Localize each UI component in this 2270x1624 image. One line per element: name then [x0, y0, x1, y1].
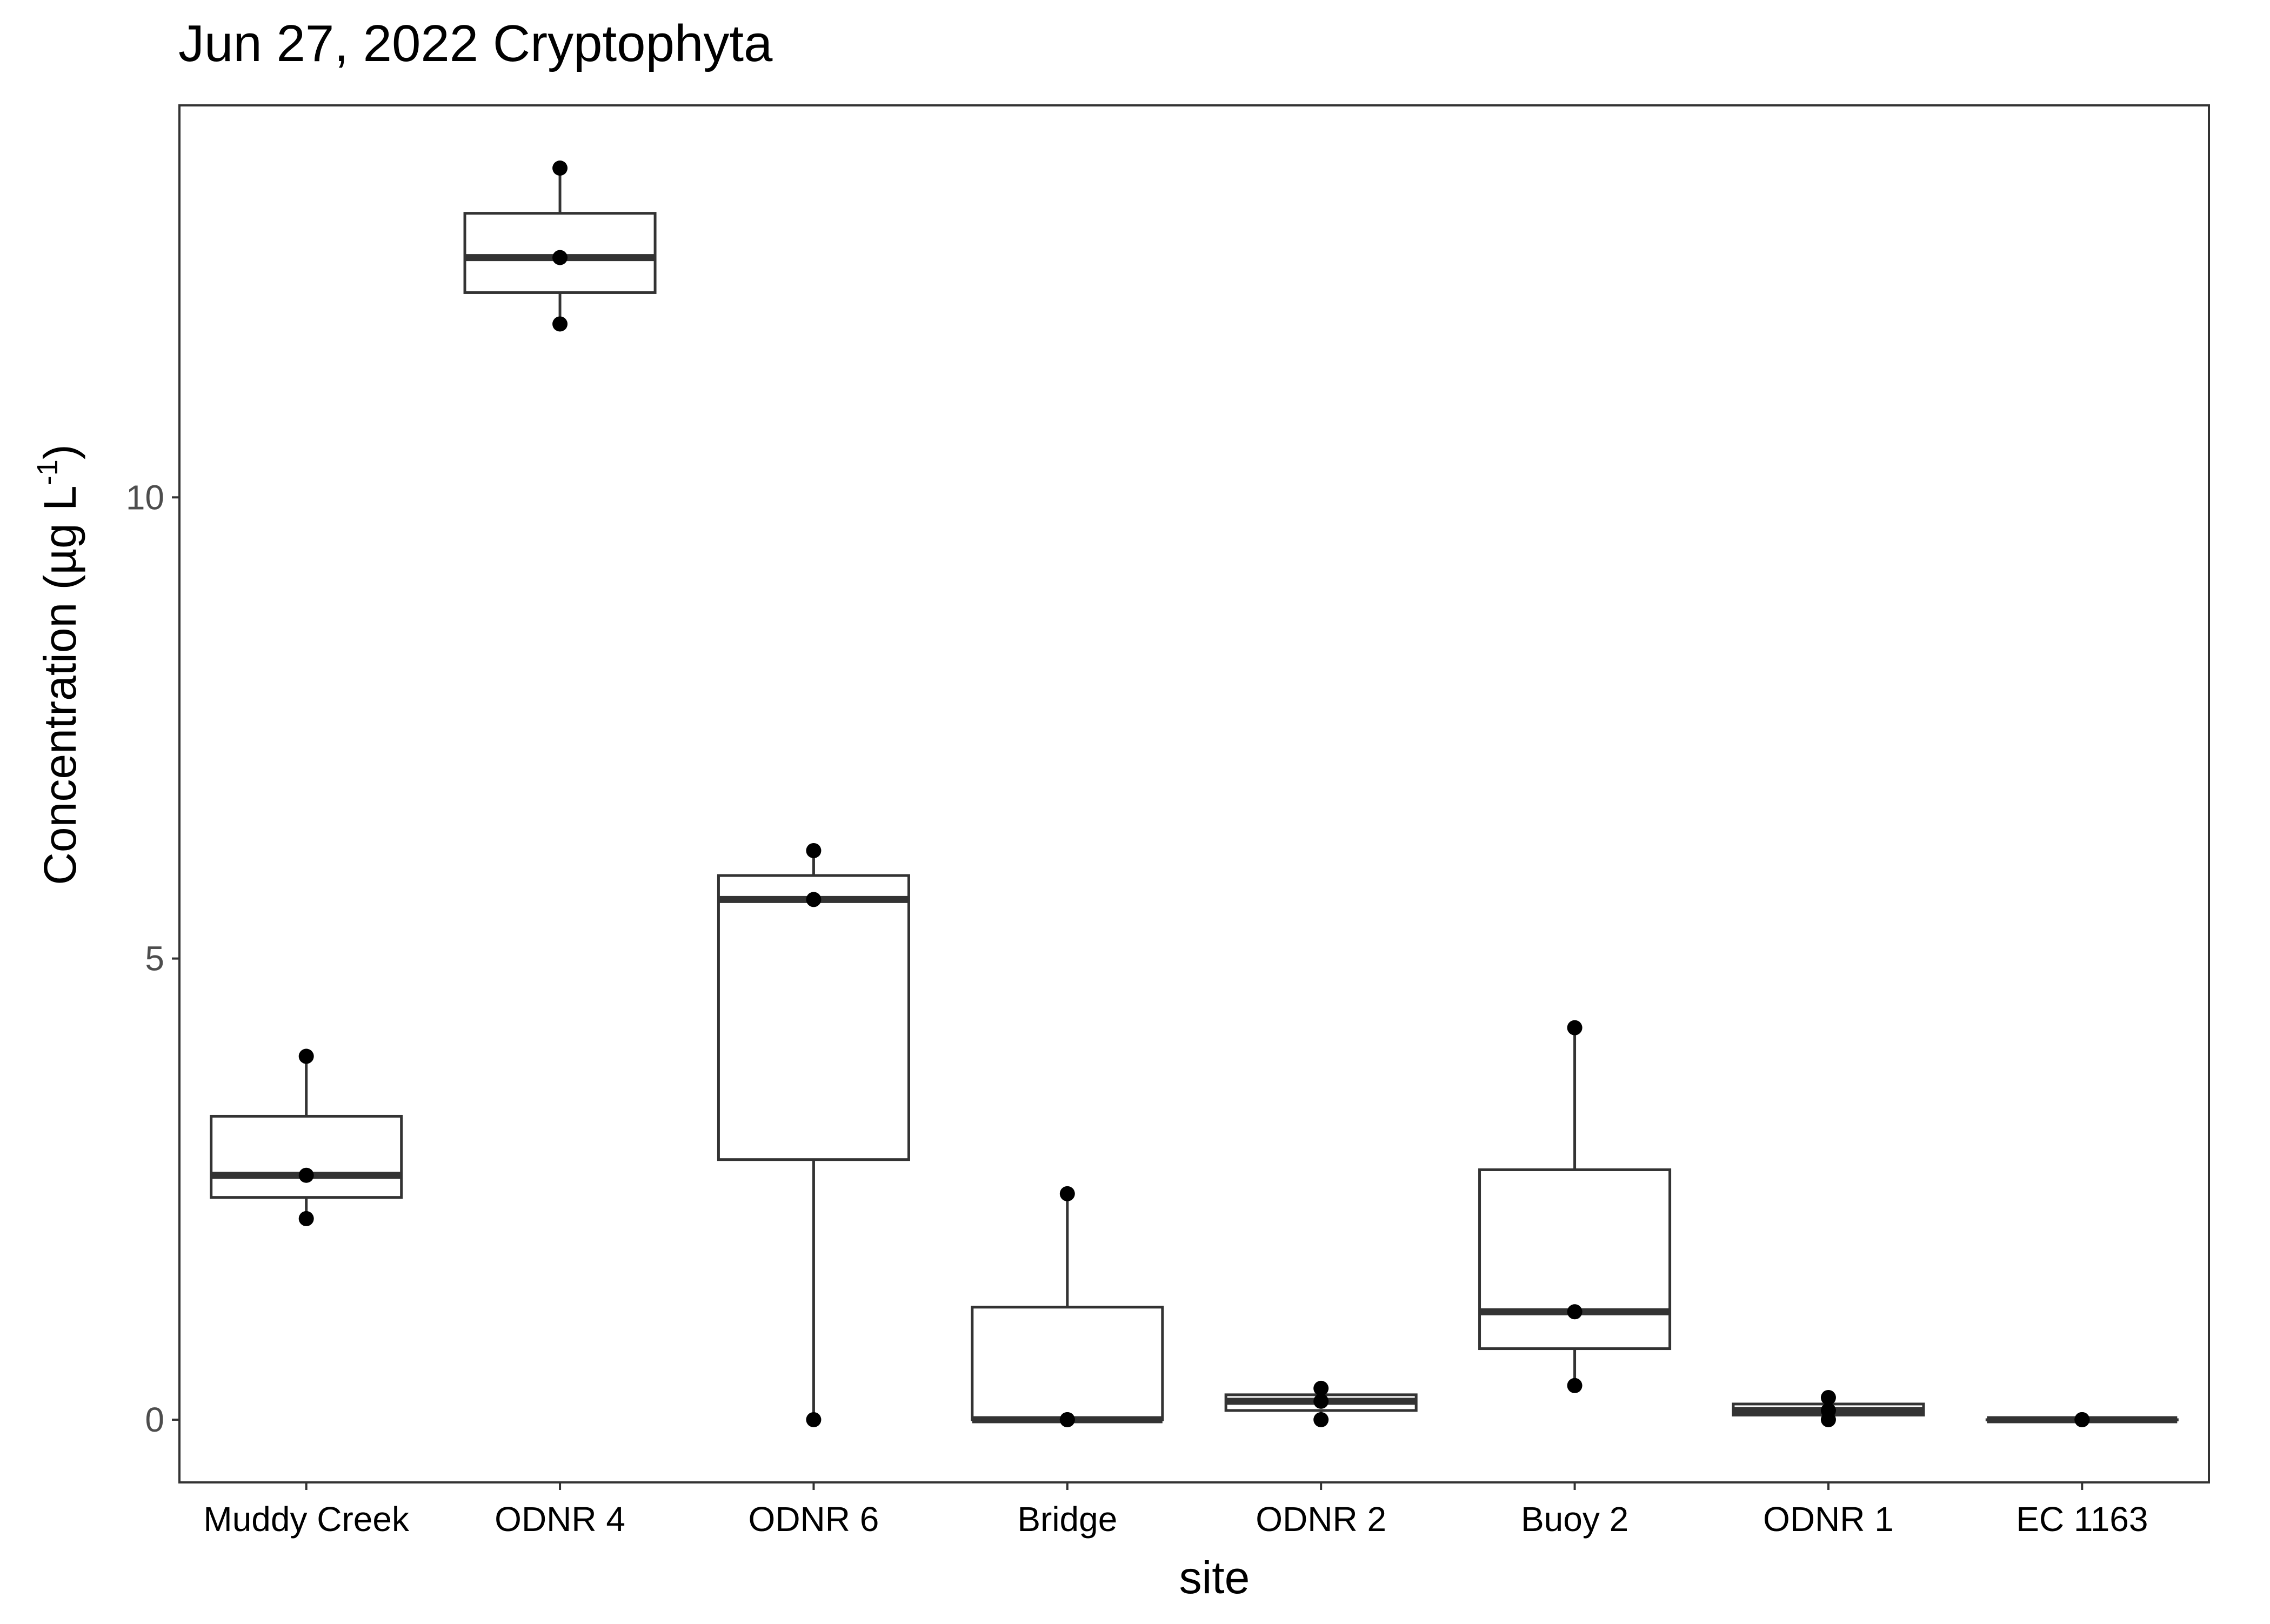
data-point — [806, 1412, 822, 1427]
x-axis: Muddy Creek ODNR 4 ODNR 6 Bridge ODNR 2 Buoy … — [203, 1482, 2148, 1539]
data-point — [298, 1211, 314, 1226]
data-point — [1059, 1186, 1075, 1201]
data-point — [2074, 1412, 2090, 1427]
x-tick-label: ODNR 2 — [1256, 1500, 1386, 1539]
box-group — [1478, 1020, 1672, 1393]
svg-text:Concentration (µg L-1): Concentration (µg L-1) — [31, 444, 85, 885]
data-point — [552, 316, 568, 332]
y-tick-label: 0 — [145, 1400, 164, 1439]
data-point — [552, 250, 568, 265]
panel-border — [178, 104, 2210, 1483]
data-point — [298, 1167, 314, 1183]
boxes-layer — [210, 161, 2179, 1427]
x-tick-label: Muddy Creek — [203, 1500, 410, 1539]
y-axis-label-superscript: -1 — [31, 459, 64, 485]
data-point — [1567, 1304, 1583, 1320]
box-iqr — [971, 1306, 1164, 1421]
box-group — [1732, 1389, 1925, 1427]
data-point — [552, 161, 568, 176]
y-axis-label-close: ) — [35, 444, 85, 459]
box-group — [971, 1186, 1164, 1427]
data-point — [1567, 1378, 1583, 1393]
y-axis-label: Concentration (µg L-1) — [31, 444, 85, 885]
data-point — [1059, 1412, 1075, 1427]
data-point — [1313, 1380, 1329, 1396]
data-point — [806, 892, 822, 907]
y-tick-label: 10 — [126, 478, 164, 517]
x-axis-label: site — [1179, 1552, 1250, 1603]
x-tick-label: Buoy 2 — [1521, 1500, 1628, 1539]
data-point — [298, 1048, 314, 1064]
y-tick-label: 5 — [145, 939, 164, 978]
data-point — [806, 843, 822, 858]
box-group — [210, 1048, 403, 1226]
chart-title: Jun 27, 2022 Cryptophyta — [178, 15, 773, 72]
x-tick-label: EC 1163 — [2016, 1500, 2148, 1539]
x-tick-label: ODNR 4 — [495, 1500, 625, 1539]
data-point — [1820, 1412, 1836, 1427]
data-point — [1313, 1393, 1329, 1409]
x-tick-label: ODNR 6 — [749, 1500, 879, 1539]
data-point — [1567, 1020, 1583, 1035]
box-group — [1985, 1412, 2179, 1427]
box-iqr — [210, 1114, 403, 1199]
data-point — [1820, 1389, 1836, 1405]
y-axis-label-main: Concentration (µg L — [35, 485, 85, 885]
x-tick-label: ODNR 1 — [1763, 1500, 1894, 1539]
box-iqr — [717, 874, 910, 1161]
box-group — [717, 843, 910, 1427]
box-group — [1224, 1380, 1418, 1427]
box-iqr — [1478, 1168, 1672, 1351]
data-point — [1313, 1412, 1329, 1427]
x-tick-label: Bridge — [1017, 1500, 1117, 1539]
y-axis: 0 5 10 — [126, 478, 179, 1439]
box-group — [463, 161, 657, 332]
